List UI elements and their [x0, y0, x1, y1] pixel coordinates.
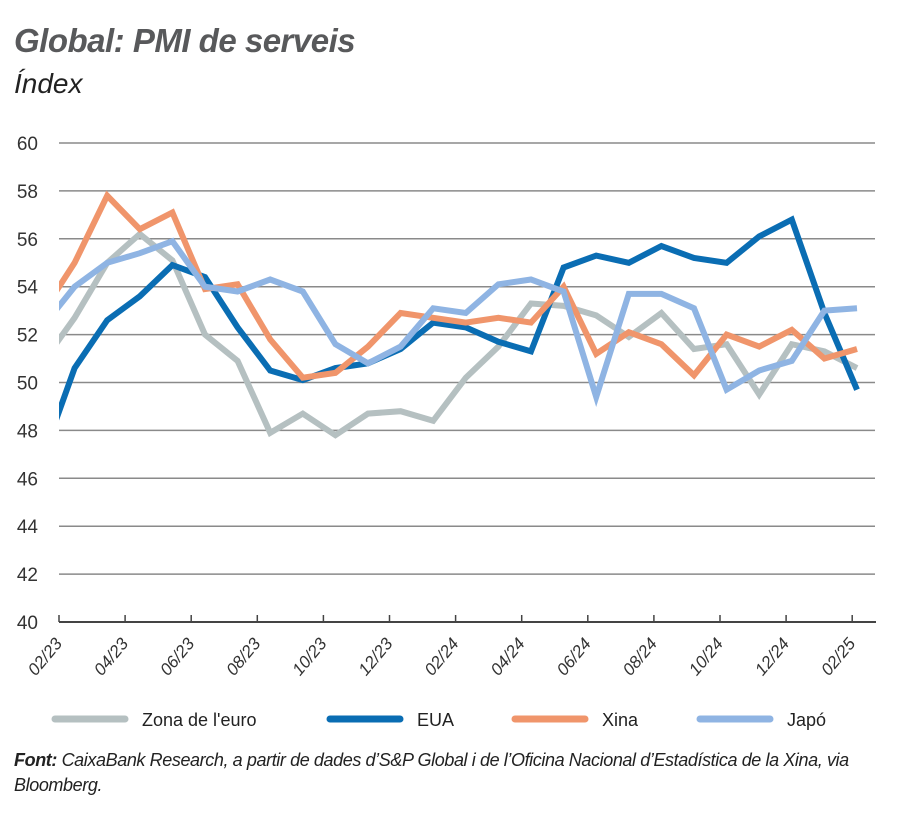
x-tick-label: 12/24 [751, 634, 793, 679]
legend-label: Japó [787, 710, 826, 730]
y-tick-label: 52 [17, 326, 38, 347]
y-tick-label: 48 [17, 421, 38, 442]
x-tick-label: 02/24 [421, 634, 463, 679]
x-tick-label: 10/23 [289, 634, 331, 679]
y-tick-label: 44 [17, 517, 39, 538]
y-tick-label: 54 [17, 278, 39, 299]
x-tick-label: 08/23 [222, 634, 264, 679]
series-line-3 [59, 237, 858, 407]
x-tick-label: 06/23 [156, 634, 198, 679]
x-tick-label: 04/24 [487, 634, 529, 679]
x-tick-label: 10/24 [685, 634, 727, 679]
x-tick-label: 04/23 [90, 634, 132, 679]
chart-title: Global: PMI de serveis [14, 22, 356, 59]
x-tick-label: 06/24 [553, 634, 595, 679]
series-line-2 [59, 190, 858, 381]
source-text: CaixaBank Research, a partir de dades d’… [14, 750, 849, 795]
x-tick-label: 08/24 [619, 634, 661, 679]
x-tick-label: 02/23 [24, 634, 66, 679]
source-note: Font: CaixaBank Research, a partir de da… [14, 748, 900, 798]
source-label: Font: [14, 750, 57, 770]
y-tick-label: 40 [17, 613, 38, 634]
x-tick-label: 12/23 [355, 634, 397, 679]
y-tick-label: 56 [17, 230, 38, 251]
y-tick-label: 60 [17, 134, 38, 155]
y-tick-label: 42 [17, 565, 38, 586]
series-line-1 [59, 215, 860, 421]
x-tick-label: 02/25 [817, 634, 859, 679]
legend-label: Xina [602, 710, 639, 730]
legend-label: EUA [417, 710, 454, 730]
y-tick-label: 46 [17, 469, 38, 490]
y-tick-label: 58 [17, 182, 38, 203]
legend-label: Zona de l'euro [142, 710, 257, 730]
y-tick-label: 50 [17, 374, 38, 395]
chart-subtitle: Índex [14, 68, 83, 99]
